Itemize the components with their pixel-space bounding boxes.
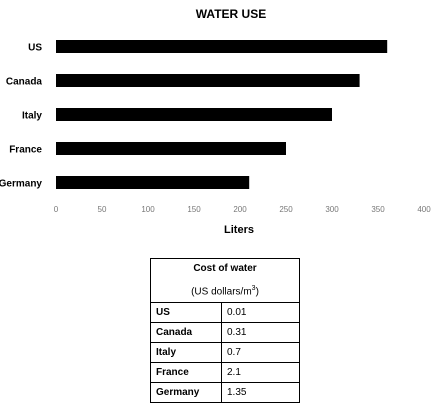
table-title: Cost of water — [193, 263, 257, 274]
category-label: US — [28, 43, 42, 54]
bar-us — [56, 40, 388, 53]
x-tick-label: 0 — [54, 205, 59, 214]
x-tick-label: 250 — [279, 205, 293, 214]
category-label: Canada — [6, 77, 43, 88]
bar-italy — [56, 108, 332, 121]
x-tick-label: 100 — [141, 205, 155, 214]
table-row: France 2.1 — [150, 362, 300, 384]
water-use-chart: WATER USE US Canada Italy France Germany 0 50… — [0, 7, 431, 236]
table-cell-cost: 0.31 — [221, 322, 300, 344]
cost-of-water-table: Cost of water (US dollars/m3) US 0.01 Cana… — [150, 257, 300, 404]
table-header-row: Cost of water (US dollars/m3) — [150, 257, 300, 304]
table-cell-country: Italy — [150, 342, 222, 364]
table-row: Canada 0.31 — [150, 322, 300, 344]
table-cell-country: Germany — [150, 382, 222, 404]
x-tick-label: 200 — [233, 205, 247, 214]
category-label: Italy — [22, 111, 42, 122]
x-tick-label: 50 — [98, 205, 107, 214]
table-cell-cost: 2.1 — [221, 362, 300, 384]
category-label: Germany — [0, 179, 42, 190]
table-row: Italy 0.7 — [150, 342, 300, 364]
table-unit-prefix: (US dollars/m — [191, 286, 252, 298]
table-cell-country: France — [150, 362, 222, 384]
bar-canada — [56, 74, 360, 87]
x-tick-label: 300 — [325, 205, 339, 214]
table-cell-country: US — [150, 302, 222, 324]
table-unit: (US dollars/m3) — [155, 282, 295, 299]
table-cell-cost: 0.7 — [221, 342, 300, 364]
table-cell-cost: 1.35 — [221, 382, 300, 404]
x-axis-label: Liters — [224, 224, 254, 236]
bar-france — [56, 142, 286, 155]
table-unit-exponent: 3 — [251, 285, 256, 292]
table-row: Germany 1.35 — [150, 382, 300, 404]
x-tick-label: 400 — [417, 205, 431, 214]
x-tick-label: 150 — [187, 205, 201, 214]
table-unit-suffix: ) — [255, 286, 259, 298]
bar-germany — [56, 176, 250, 189]
x-tick-label: 350 — [371, 205, 385, 214]
chart-title: WATER USE — [196, 7, 266, 21]
table-row: US 0.01 — [150, 302, 300, 324]
table-header-cell: Cost of water (US dollars/m3) — [150, 257, 300, 304]
table-cell-country: Canada — [150, 322, 222, 344]
table-cell-cost: 0.01 — [221, 302, 300, 324]
category-label: France — [9, 145, 42, 156]
